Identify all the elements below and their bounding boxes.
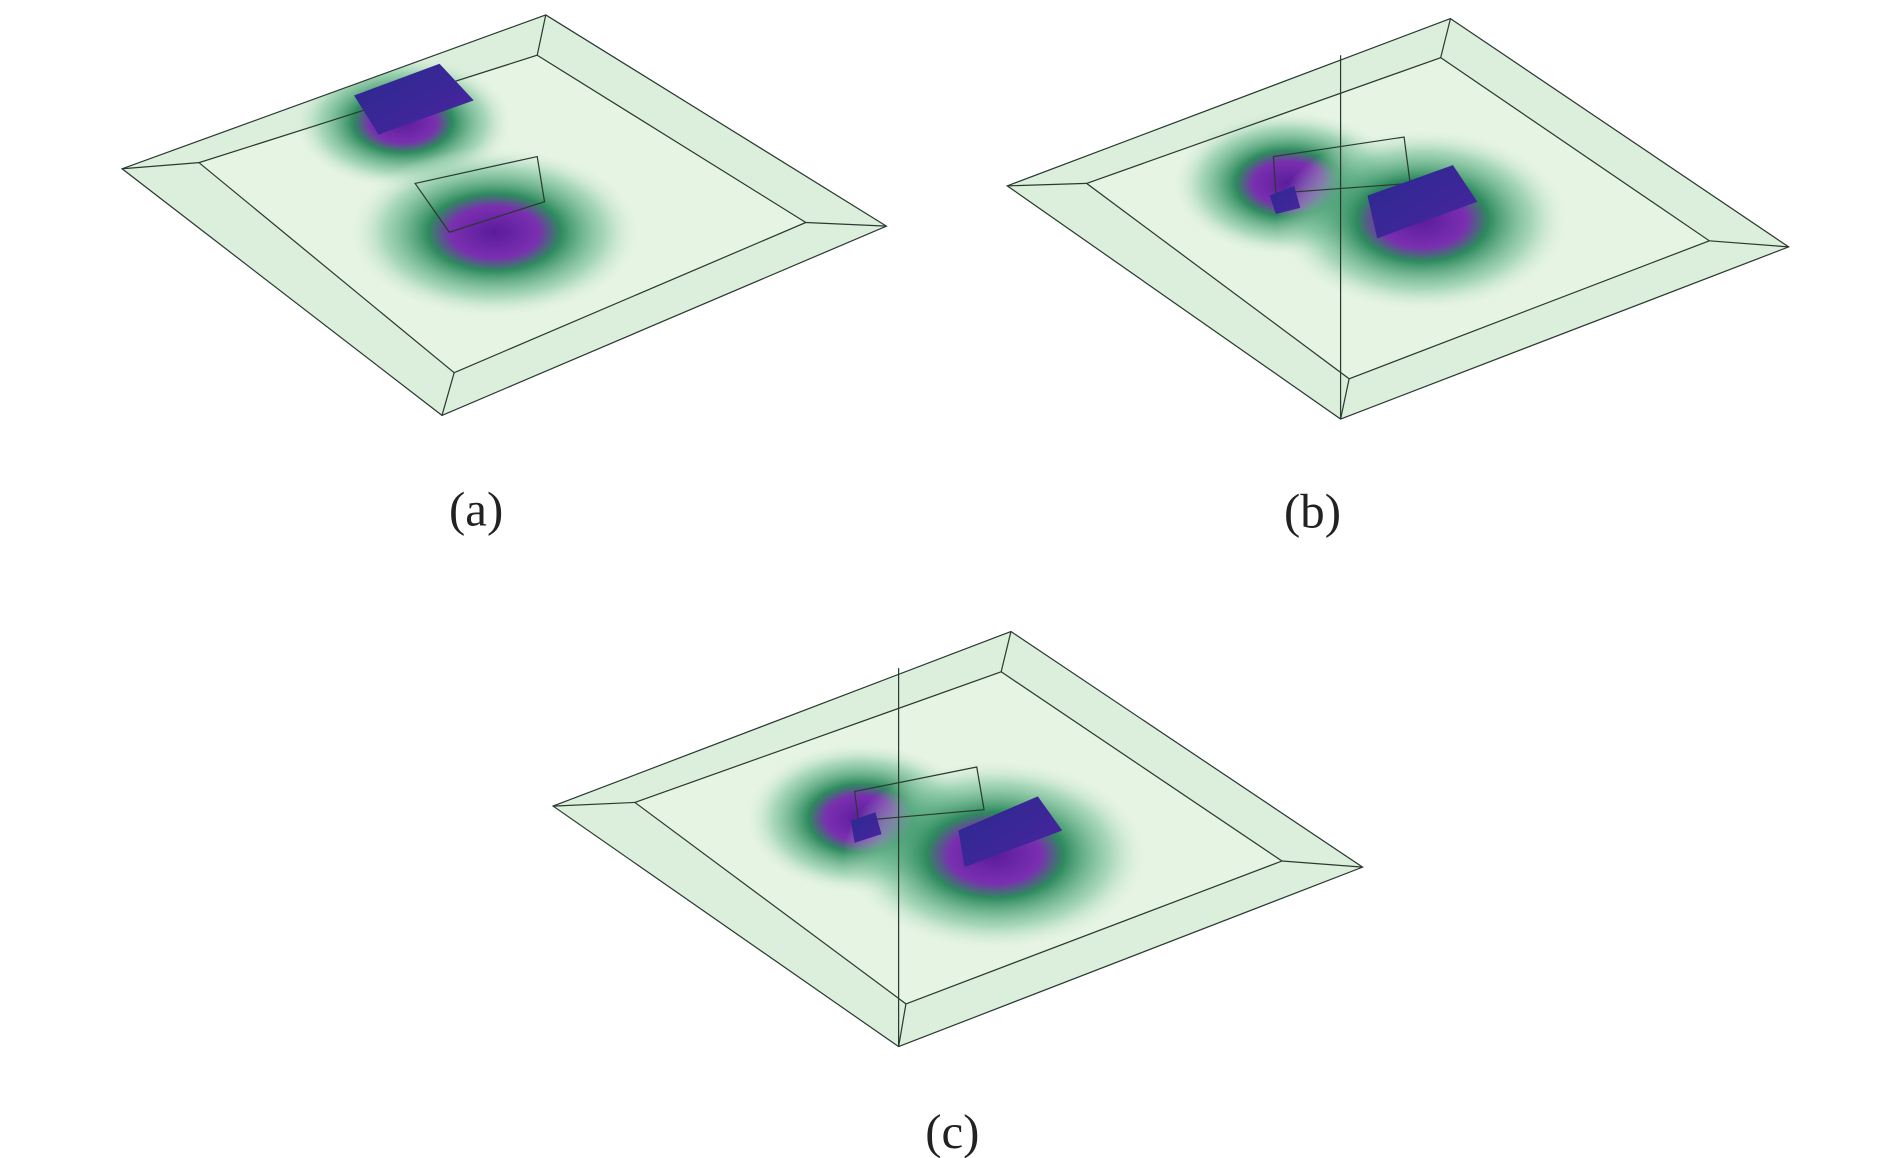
electrode bbox=[958, 796, 1063, 868]
wire-frame bbox=[414, 155, 546, 233]
simulation-panel bbox=[1005, 17, 1790, 420]
simulation-panel bbox=[551, 630, 1364, 1048]
corner-edge bbox=[1709, 240, 1789, 248]
corner-edge bbox=[1339, 378, 1350, 420]
outer-edge bbox=[551, 630, 1364, 1048]
panels bbox=[120, 14, 1790, 1048]
corner-edge bbox=[122, 162, 200, 170]
electrode bbox=[354, 63, 474, 135]
corner-edge bbox=[536, 14, 547, 56]
simulation-panel bbox=[120, 14, 888, 417]
panel-label: (c) bbox=[925, 1104, 979, 1158]
electrode bbox=[850, 812, 882, 843]
panel-label: (a) bbox=[449, 481, 503, 536]
electrode bbox=[1269, 185, 1301, 214]
corner-edge bbox=[553, 801, 635, 807]
wire-frame bbox=[853, 766, 985, 822]
corner-edge bbox=[1440, 18, 1452, 58]
corner-edge bbox=[1281, 860, 1363, 868]
corner-edge bbox=[898, 1003, 907, 1047]
electrode bbox=[1367, 165, 1478, 239]
corner-edge bbox=[1007, 182, 1087, 187]
corner-edge bbox=[441, 372, 455, 416]
field-blob bbox=[347, 146, 641, 318]
corner-edge bbox=[805, 221, 887, 227]
panel-label: (b) bbox=[1284, 484, 1341, 539]
corner-edge bbox=[1000, 631, 1012, 672]
